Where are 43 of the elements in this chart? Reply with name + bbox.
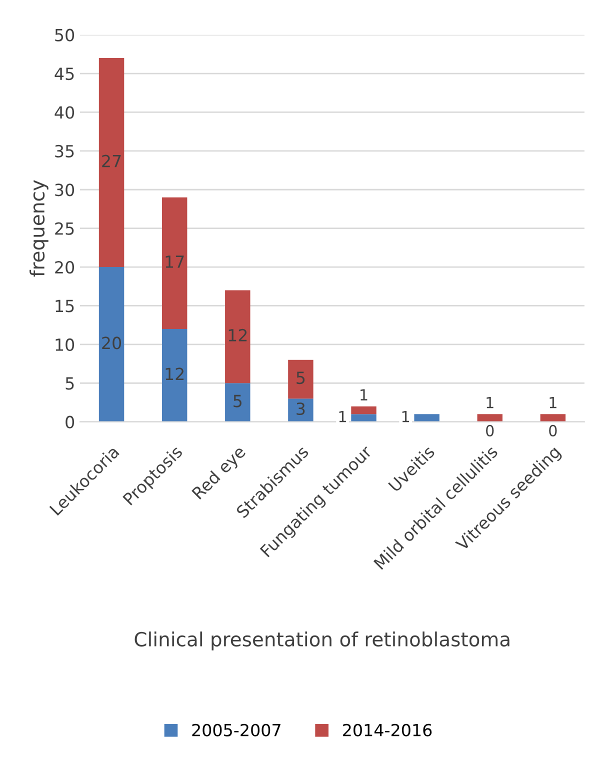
data-label: 1 <box>339 411 346 422</box>
data-label: 5 <box>234 394 242 408</box>
bar <box>288 360 314 399</box>
y-tick-label: 0 <box>66 416 74 428</box>
data-label: 1 <box>486 396 494 408</box>
data-label: 1 <box>360 389 368 400</box>
y-axis-title: frequency <box>30 180 48 277</box>
y-tick-label: 35 <box>55 144 74 158</box>
data-label: 3 <box>296 402 305 416</box>
data-label: 12 <box>166 368 184 380</box>
bar <box>225 290 250 384</box>
x-axis-title: Clinical presentation of retinoblastoma <box>134 632 510 650</box>
bar <box>540 414 566 422</box>
data-label: 0 <box>549 424 557 436</box>
data-label: 12 <box>228 328 247 342</box>
data-label: 17 <box>166 256 184 268</box>
y-tick-label: 5 <box>66 377 74 390</box>
y-tick-label: 20 <box>55 260 74 274</box>
bar <box>98 58 124 268</box>
y-tick-label: 15 <box>56 300 74 312</box>
y-tick-label: 10 <box>56 338 74 351</box>
y-tick-label: 50 <box>55 28 74 42</box>
bar <box>351 406 376 414</box>
bar <box>98 267 124 422</box>
bar <box>162 197 188 329</box>
y-tick-label: 40 <box>54 106 74 119</box>
legend-label: 2014-2016 <box>343 724 432 736</box>
bar <box>351 414 376 422</box>
bar <box>225 383 250 422</box>
bar <box>288 398 314 422</box>
data-label: 5 <box>296 372 305 384</box>
data-label: 0 <box>486 424 494 436</box>
bar <box>477 414 502 422</box>
data-label: 27 <box>102 154 121 168</box>
bar <box>414 414 440 422</box>
data-label: 1 <box>402 411 410 422</box>
data-label: 1 <box>550 396 556 408</box>
y-tick-label: 30 <box>55 184 74 196</box>
y-tick-label: 45 <box>54 68 74 80</box>
y-tick-label: 25 <box>55 222 74 235</box>
bar <box>162 328 188 422</box>
data-label: 20 <box>102 336 122 350</box>
legend-label: 2005-2007 <box>192 724 280 736</box>
